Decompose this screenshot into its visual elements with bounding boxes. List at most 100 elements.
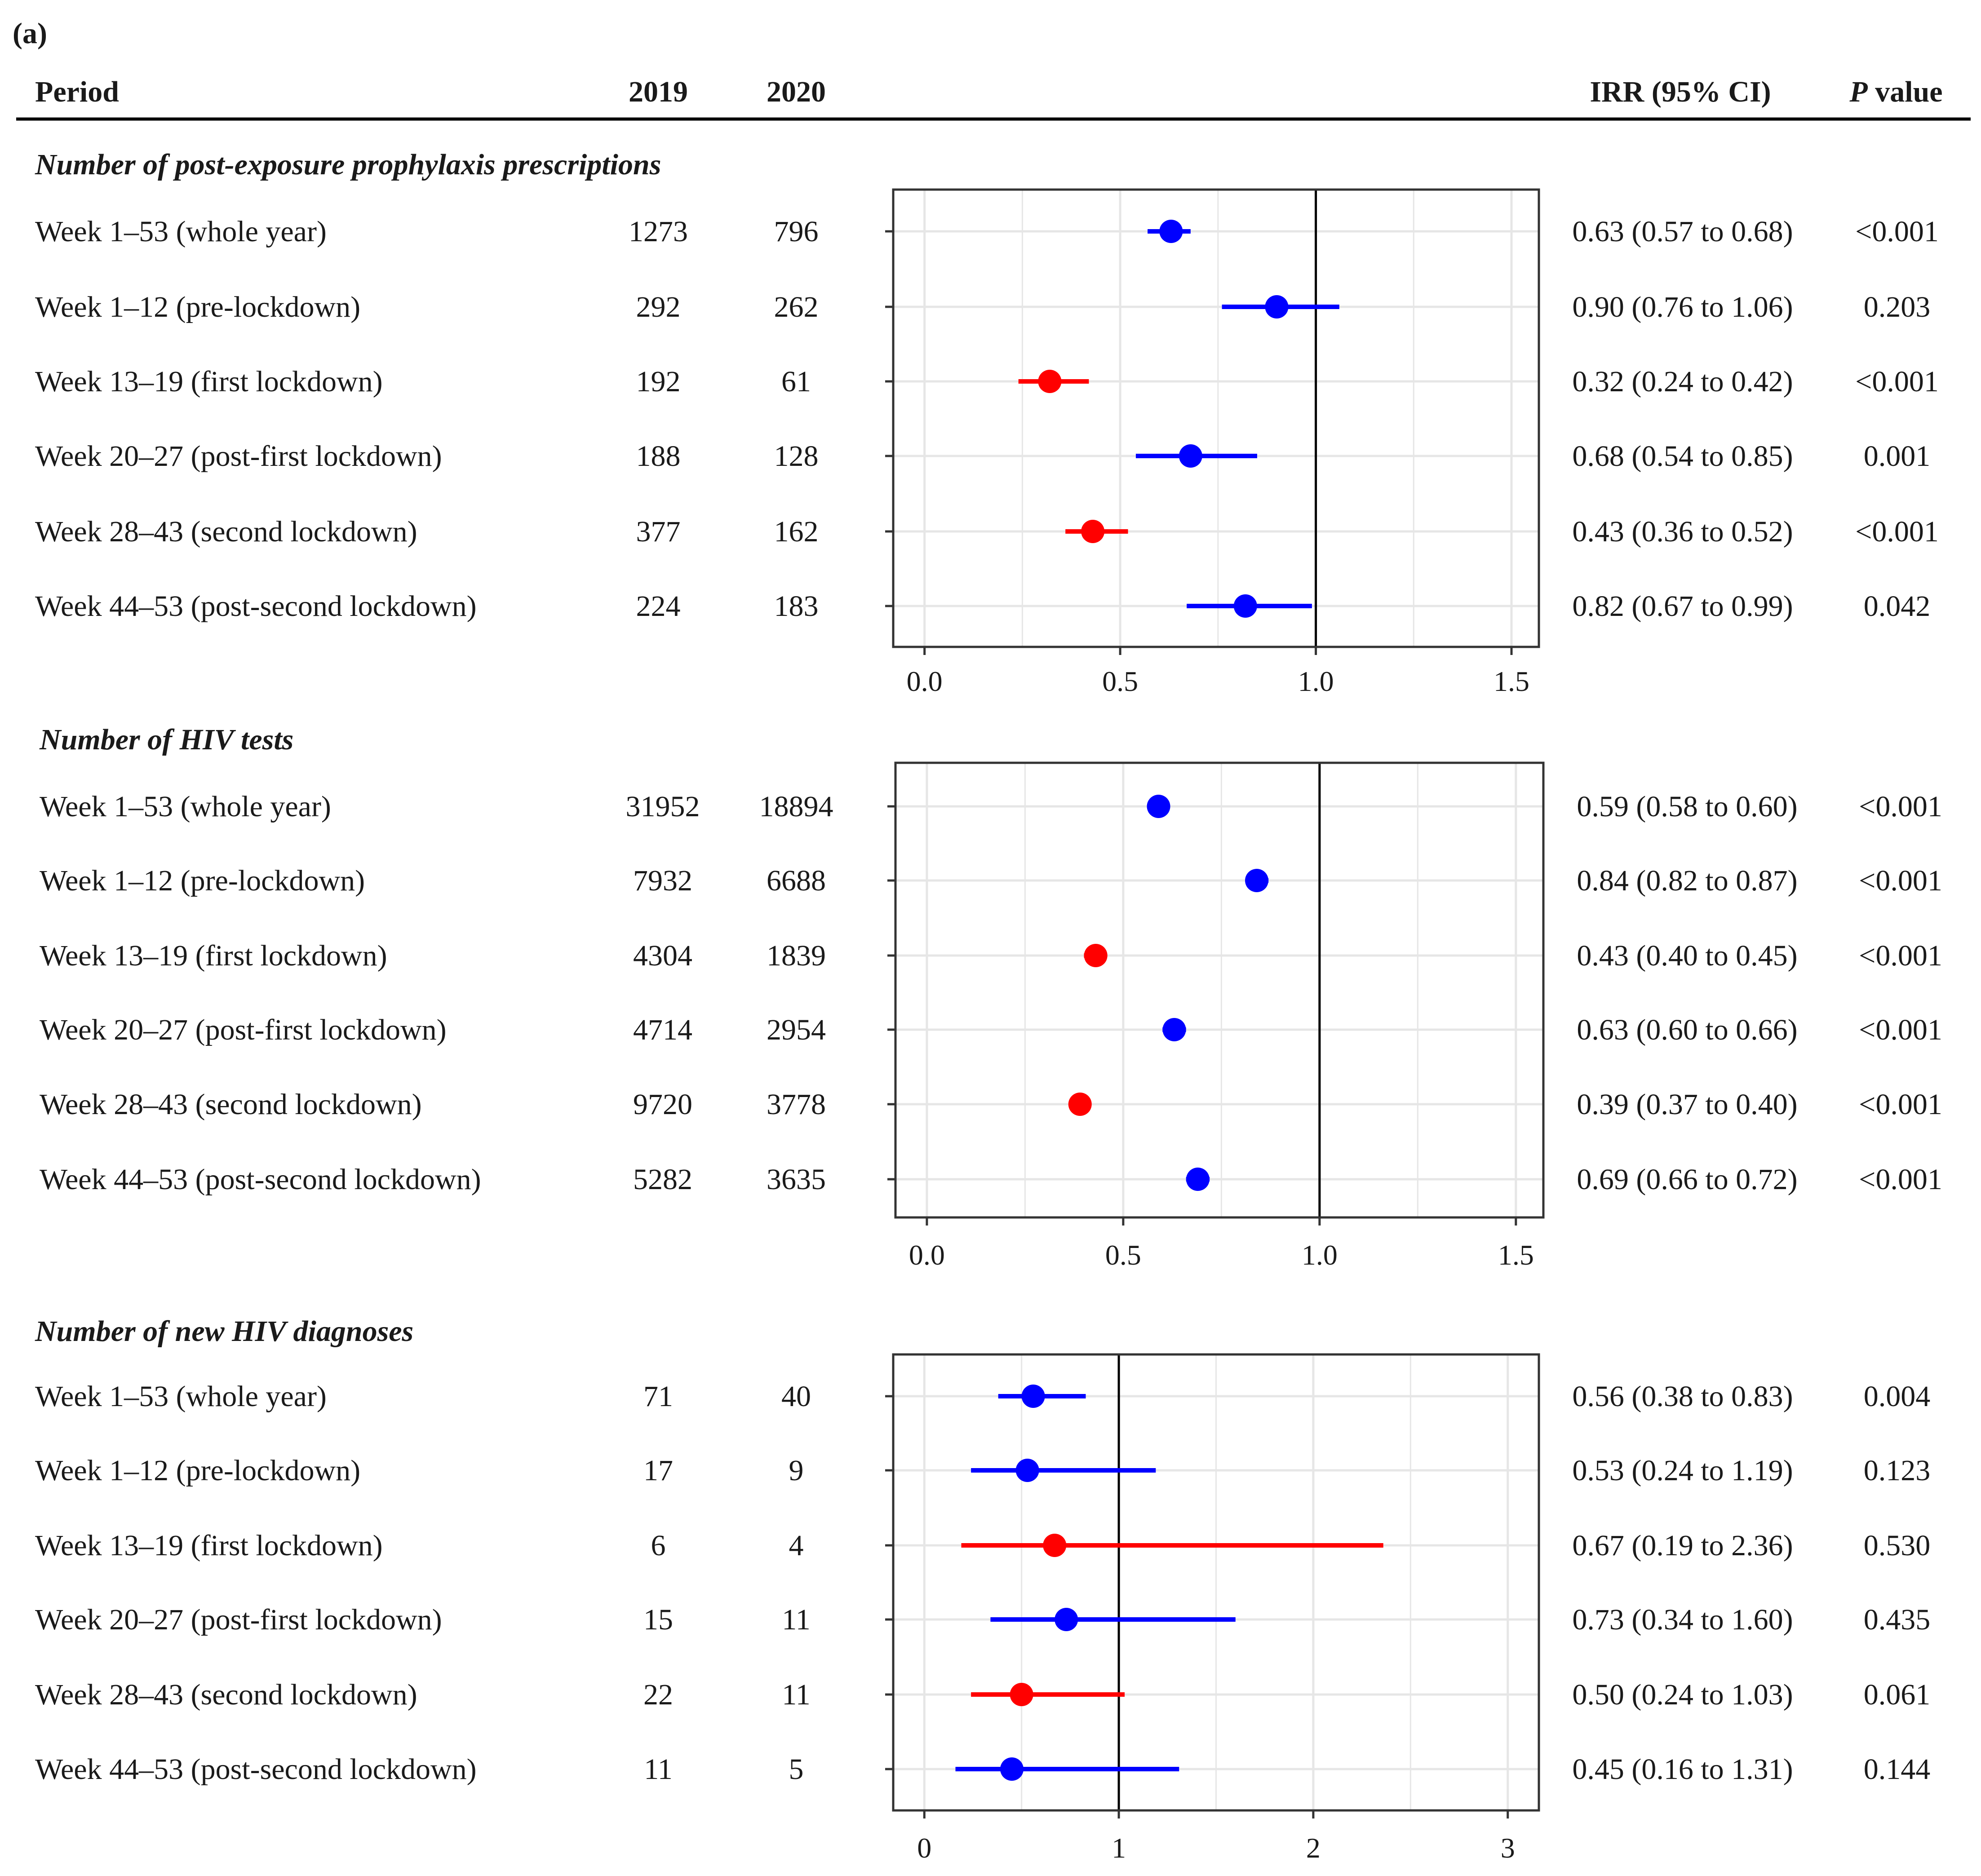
count-2019: 4304	[633, 939, 692, 972]
irr-ci-text: 0.32 (0.24 to 0.42)	[1572, 365, 1793, 398]
p-value: <0.001	[1859, 1013, 1942, 1046]
forest-panel-2: Number of HIV tests 0.0 0.5 1.0 1.5 Week 1–53…	[39, 723, 1942, 1271]
row-label: Week 28–43 (second lockdown)	[40, 1088, 422, 1121]
row-label: Week 13–19 (first lockdown)	[35, 1529, 383, 1562]
count-2019: 224	[636, 590, 681, 623]
panel-title: Number of new HIV diagnoses	[35, 1315, 413, 1348]
count-2020: 796	[774, 215, 819, 248]
irr-point	[1179, 444, 1202, 468]
panel-label: (a)	[13, 17, 47, 50]
p-value: 0.123	[1864, 1454, 1931, 1487]
panel-title: Number of HIV tests	[39, 723, 293, 756]
irr-point	[1265, 295, 1289, 319]
p-value: <0.001	[1855, 365, 1939, 398]
count-2020: 3778	[767, 1088, 826, 1121]
count-2019: 7932	[633, 864, 692, 897]
irr-ci-text: 0.43 (0.40 to 0.45)	[1577, 939, 1797, 972]
count-2020: 40	[781, 1380, 811, 1413]
irr-point	[1038, 370, 1062, 393]
irr-ci-text: 0.63 (0.57 to 0.68)	[1572, 215, 1793, 248]
irr-point	[1084, 944, 1108, 967]
x-tick-label: 1.5	[1494, 665, 1529, 697]
irr-point	[1159, 220, 1183, 243]
row-label: Week 28–43 (second lockdown)	[35, 515, 417, 548]
irr-point	[1010, 1683, 1033, 1706]
count-2019: 71	[643, 1380, 673, 1413]
irr-ci-text: 0.59 (0.58 to 0.60)	[1577, 790, 1797, 823]
p-value: 0.435	[1864, 1603, 1931, 1636]
forest-panels: Number of post-exposure prophylaxis pres…	[35, 148, 1942, 1864]
irr-point	[1021, 1385, 1045, 1408]
x-tick-label: 0.0	[907, 665, 943, 697]
count-2020: 5	[789, 1753, 804, 1786]
count-2020: 3635	[767, 1163, 826, 1196]
irr-point	[1162, 1018, 1186, 1041]
header-period: Period	[35, 75, 119, 108]
x-tick-label: 1.5	[1498, 1239, 1534, 1271]
irr-ci-text: 0.84 (0.82 to 0.87)	[1577, 864, 1797, 897]
row-label: Week 20–27 (post-first lockdown)	[35, 1603, 442, 1636]
row-label: Week 1–12 (pre-lockdown)	[35, 291, 360, 323]
header-2019: 2019	[629, 75, 688, 108]
irr-ci-text: 0.82 (0.67 to 0.99)	[1572, 590, 1793, 623]
p-value: 0.203	[1864, 291, 1931, 323]
header-p-letter: P	[1849, 75, 1868, 108]
count-2019: 15	[643, 1603, 673, 1636]
row-label: Week 44–53 (post-second lockdown)	[40, 1163, 481, 1196]
row-label: Week 44–53 (post-second lockdown)	[35, 1753, 477, 1786]
irr-ci-text: 0.53 (0.24 to 1.19)	[1572, 1454, 1793, 1487]
irr-ci-text: 0.63 (0.60 to 0.66)	[1577, 1013, 1797, 1046]
row-label: Week 20–27 (post-first lockdown)	[35, 440, 442, 473]
x-tick-label: 1.0	[1298, 665, 1334, 697]
irr-ci-text: 0.56 (0.38 to 0.83)	[1572, 1380, 1793, 1413]
irr-ci-text: 0.39 (0.37 to 0.40)	[1577, 1088, 1797, 1121]
irr-ci-text: 0.43 (0.36 to 0.52)	[1572, 515, 1793, 548]
count-2020: 262	[774, 291, 819, 323]
p-value: <0.001	[1855, 515, 1939, 548]
irr-point	[1081, 520, 1105, 543]
p-value: 0.042	[1864, 590, 1931, 623]
count-2020: 2954	[767, 1013, 826, 1046]
p-value: <0.001	[1859, 939, 1942, 972]
irr-point	[1147, 795, 1170, 818]
count-2019: 1273	[629, 215, 688, 248]
count-2020: 162	[774, 515, 819, 548]
irr-ci-text: 0.67 (0.19 to 2.36)	[1572, 1529, 1793, 1562]
count-2019: 17	[643, 1454, 673, 1487]
x-tick-label: 0.5	[1102, 665, 1138, 697]
header-2020: 2020	[767, 75, 826, 108]
count-2019: 31952	[626, 790, 700, 823]
row-label: Week 44–53 (post-second lockdown)	[35, 590, 477, 623]
count-2020: 11	[782, 1678, 811, 1711]
count-2019: 4714	[633, 1013, 692, 1046]
header-irr: IRR (95% CI)	[1590, 75, 1771, 108]
forest-panel-3: Number of new HIV diagnoses 0 1 2 3 Week 1–53…	[35, 1315, 1930, 1864]
count-2019: 5282	[633, 1163, 692, 1196]
count-2020: 6688	[767, 864, 826, 897]
x-tick-label: 1.0	[1302, 1239, 1338, 1271]
x-tick-label: 2	[1306, 1832, 1321, 1864]
p-value: <0.001	[1859, 864, 1942, 897]
count-2019: 192	[636, 365, 681, 398]
row-label: Week 13–19 (first lockdown)	[35, 365, 383, 398]
plot-frame	[892, 188, 1540, 648]
irr-ci-text: 0.73 (0.34 to 1.60)	[1572, 1603, 1793, 1636]
p-value: <0.001	[1855, 215, 1939, 248]
count-2020: 18894	[759, 790, 833, 823]
count-2020: 61	[781, 365, 811, 398]
irr-point	[1233, 594, 1257, 618]
irr-ci-text: 0.90 (0.76 to 1.06)	[1572, 291, 1793, 323]
irr-ci-text: 0.68 (0.54 to 0.85)	[1572, 440, 1793, 473]
count-2019: 11	[644, 1753, 673, 1786]
plot-frame	[892, 1353, 1540, 1812]
p-value: 0.004	[1864, 1380, 1931, 1413]
x-tick-label: 1	[1112, 1832, 1126, 1864]
row-label: Week 1–12 (pre-lockdown)	[40, 864, 365, 897]
p-value: 0.001	[1864, 440, 1931, 473]
count-2019: 292	[636, 291, 681, 323]
p-value: 0.061	[1864, 1678, 1931, 1711]
count-2019: 22	[643, 1678, 673, 1711]
x-tick-label: 3	[1501, 1832, 1515, 1864]
row-label: Week 1–12 (pre-lockdown)	[35, 1454, 360, 1487]
